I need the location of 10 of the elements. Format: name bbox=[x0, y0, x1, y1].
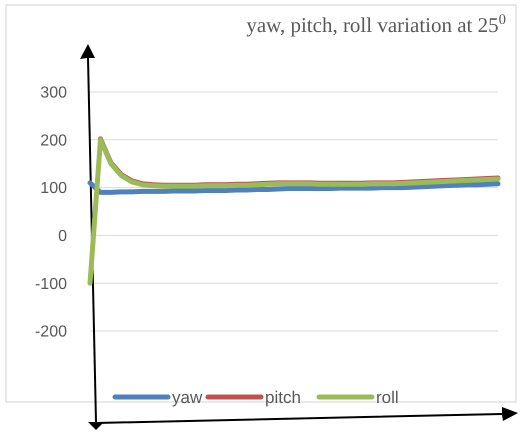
y-tick-label: 0 bbox=[58, 228, 68, 245]
y-tick-label: -200 bbox=[34, 324, 68, 341]
y-tick-label: -100 bbox=[34, 276, 68, 293]
legend-label: pitch bbox=[265, 388, 301, 407]
y-tick-label: 200 bbox=[40, 132, 68, 150]
legend-label: yaw bbox=[172, 388, 203, 407]
y-tick-label: 300 bbox=[40, 84, 68, 102]
y-tick-label: 100 bbox=[40, 180, 68, 198]
legend-label: roll bbox=[376, 388, 399, 407]
chart-title: yaw, pitch, roll variation at 25$^{0}$ bbox=[246, 12, 506, 37]
